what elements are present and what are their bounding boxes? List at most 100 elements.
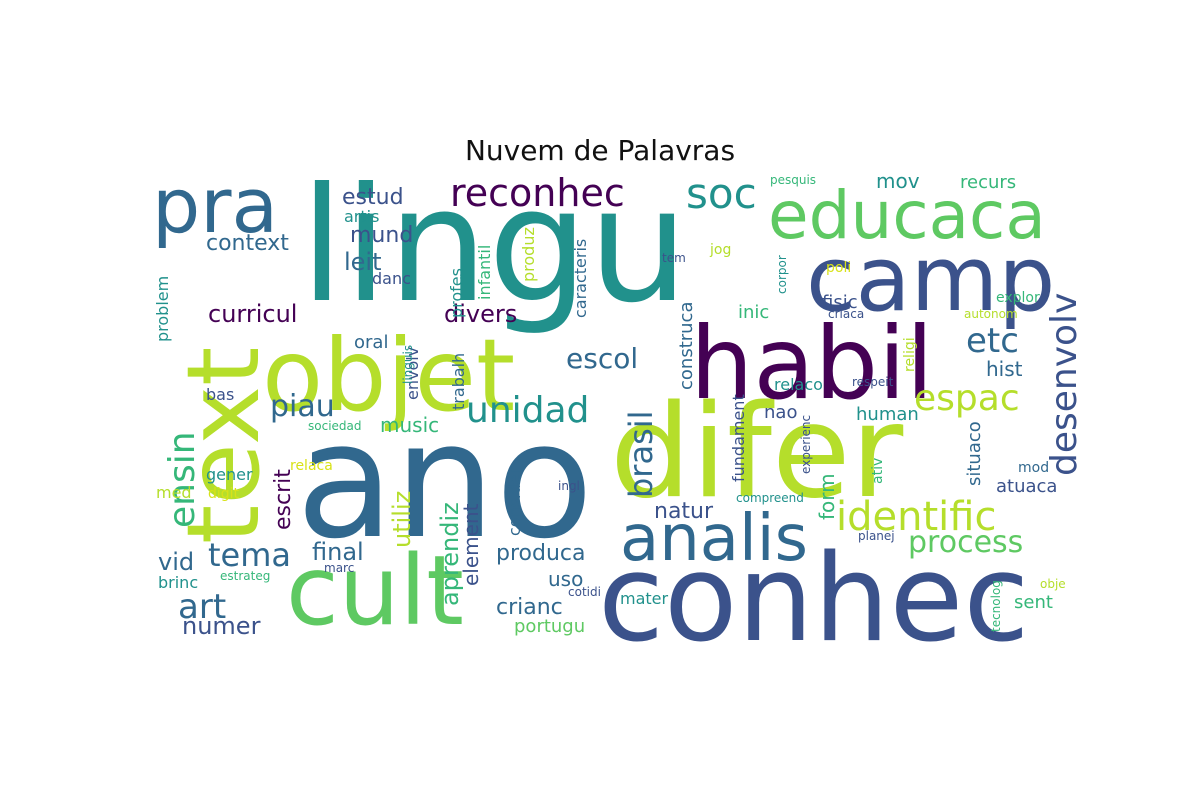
cloud-word: religi — [902, 337, 918, 372]
cloud-word: fundament — [729, 394, 748, 482]
cloud-word: pesquis — [770, 173, 816, 187]
cloud-word: educaca — [768, 177, 1046, 254]
cloud-word: difer — [610, 378, 904, 527]
cloud-word: infantil — [475, 245, 494, 300]
cloud-word: text — [165, 347, 282, 544]
cloud-word: criaca — [828, 307, 864, 321]
cloud-word: lingu — [300, 154, 688, 338]
cloud-word: escol — [566, 342, 638, 375]
cloud-word: construca — [676, 302, 697, 391]
cloud-word: poli — [826, 260, 851, 276]
cloud-word: mater — [620, 589, 669, 608]
cloud-word: divers — [444, 300, 517, 328]
cloud-word: uso — [548, 567, 583, 591]
cloud-word: unidad — [466, 390, 589, 431]
cloud-word: ativ — [870, 458, 886, 484]
cloud-word: sent — [1014, 592, 1053, 613]
cloud-word: sociedad — [308, 419, 362, 433]
cloud-word: autonom — [964, 307, 1018, 321]
cloud-word: utiliz — [388, 491, 416, 548]
cloud-word: espac — [914, 378, 1020, 419]
cloud-word: ingl — [558, 479, 580, 493]
cloud-word: med — [156, 483, 192, 502]
cloud-word: trabalh — [449, 353, 468, 410]
cloud-word: brinc — [158, 573, 198, 592]
cloud-word: produca — [496, 541, 585, 566]
cloud-word: vid — [158, 548, 194, 576]
cloud-word: portugu — [514, 616, 585, 637]
cloud-word: oral — [354, 332, 388, 353]
cloud-word: soc — [686, 169, 757, 218]
cloud-word: escrit — [271, 469, 296, 530]
cloud-word: profes — [447, 268, 466, 318]
cloud-word: music — [380, 413, 439, 437]
cloud-word: context — [206, 231, 289, 256]
cloud-word: aprendiz — [436, 502, 464, 606]
cloud-word: inic — [738, 302, 769, 323]
cloud-word: reconhec — [450, 171, 625, 215]
cloud-word: caracteris — [571, 239, 590, 318]
cloud-word: tema — [208, 536, 291, 574]
cloud-word: tecnolog — [989, 580, 1003, 632]
cloud-word: recurs — [960, 172, 1016, 193]
cloud-word: respeit — [852, 375, 894, 389]
cloud-word: estrateg — [220, 569, 270, 583]
cloud-word: cult — [286, 535, 464, 647]
cloud-word: habil — [690, 305, 934, 422]
cloud-word: objet — [262, 317, 515, 434]
cloud-word: process — [908, 525, 1023, 560]
cloud-word: art — [178, 587, 226, 627]
cloud-word: produz — [519, 227, 538, 282]
cloud-word: consider — [505, 467, 524, 536]
cloud-word: atuaca — [996, 476, 1057, 497]
cloud-word: envolv — [403, 347, 422, 400]
cloud-word: numer — [182, 612, 261, 640]
cloud-word: jog — [709, 242, 731, 258]
cloud-word: linguis — [401, 345, 415, 384]
cloud-word: planej — [858, 529, 895, 543]
cloud-word: ano — [296, 387, 593, 574]
cloud-word: analis — [620, 502, 808, 576]
cloud-word: estud — [342, 185, 404, 210]
cloud-word: form — [815, 473, 839, 520]
cloud-word: relaco — [774, 375, 823, 394]
cloud-word: corpor — [775, 255, 789, 294]
cloud-word: compreend — [736, 491, 804, 505]
cloud-word: etc — [966, 321, 1019, 361]
cloud-word: conhec — [598, 530, 1029, 669]
cloud-word: marc — [324, 561, 354, 575]
cloud-word: relaca — [290, 458, 333, 474]
cloud-word: element — [459, 503, 483, 586]
cloud-word: artis — [344, 207, 379, 226]
cloud-word: piau — [270, 389, 335, 424]
cloud-word: mod — [1018, 460, 1049, 476]
cloud-word: explor — [996, 290, 1040, 306]
cloud-word: gener — [206, 465, 253, 484]
cloud-word: bas — [206, 385, 234, 404]
cloud-word: experienc — [799, 415, 813, 474]
cloud-word: crianc — [496, 595, 563, 620]
chart-title: Nuvem de Palavras — [464, 134, 736, 167]
cloud-word: human — [856, 404, 919, 425]
cloud-word: danc — [372, 269, 411, 288]
cloud-word: mov — [876, 169, 920, 193]
cloud-word: camp — [806, 227, 1055, 332]
cloud-word: brasil — [622, 410, 660, 498]
cloud-word: obje — [1040, 577, 1066, 591]
cloud-word: leit — [344, 248, 382, 276]
cloud-word: final — [312, 538, 364, 566]
cloud-word: curricul — [208, 300, 297, 328]
cloud-word: natur — [654, 499, 714, 524]
cloud-word: digit — [208, 486, 240, 502]
cloud-word: hist — [986, 357, 1023, 381]
cloud-word: situaco — [964, 421, 985, 486]
cloud-word: problem — [153, 276, 172, 342]
cloud-word: identific — [836, 494, 996, 540]
cloud-word: cotidi — [568, 585, 601, 599]
cloud-word: desenvolv — [1044, 293, 1085, 476]
cloud-word: nao — [764, 402, 797, 423]
cloud-word: mund — [350, 223, 413, 248]
cloud-word: pra — [152, 161, 278, 250]
cloud-word: tem — [662, 251, 686, 265]
